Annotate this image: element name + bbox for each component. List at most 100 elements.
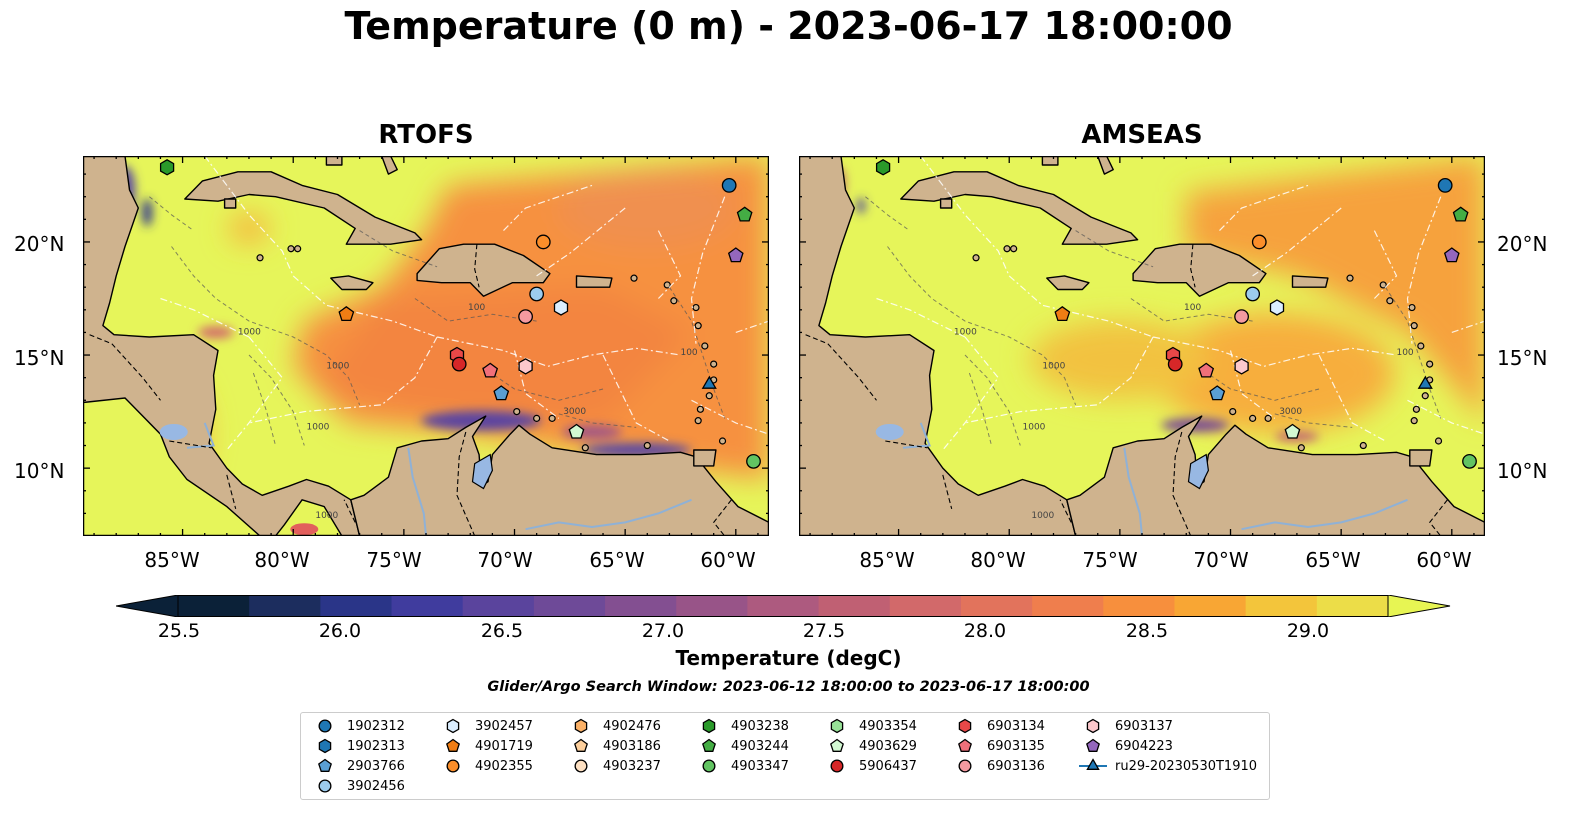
contour-label: 1000 (1031, 511, 1054, 521)
legend-label: 4903237 (603, 758, 661, 774)
eez-boundary (920, 156, 1010, 277)
eez-boundary (1152, 336, 1397, 368)
legend-label: 6903137 (1115, 718, 1173, 734)
eez-boundary (1008, 275, 1154, 338)
legend-label: ru29-20230530T1910 (1115, 758, 1258, 774)
marker-6903137 (518, 358, 533, 375)
colorbar-tick: 27.0 (641, 620, 685, 642)
marker-6903136 (518, 309, 533, 324)
legend-item-6903136: 6903136 (951, 756, 1045, 776)
legend-label: 5906437 (859, 758, 917, 774)
marker-2903766 (1209, 385, 1226, 401)
land-puertoRico (575, 275, 613, 288)
country-border (456, 431, 476, 536)
bathymetry-contour (359, 230, 438, 268)
colorbar-bin (889, 595, 962, 617)
legend-item-2903766: 2903766 (311, 756, 405, 776)
bathymetry-contour (558, 413, 637, 428)
bathymetry-contour (968, 372, 992, 446)
marker-4903347 (1462, 453, 1477, 469)
contour-label: 100 (1396, 348, 1413, 358)
legend-marker (318, 719, 332, 733)
marker-3902457 (553, 299, 569, 316)
legend: 1902312 1902313 2903766 3902456 3902457 49017… (300, 712, 1270, 800)
legend-item-4903237: 4903237 (567, 756, 661, 776)
contour-label: 1000 (315, 511, 338, 521)
legend-item-6903134: 6903134 (951, 716, 1045, 736)
country-border (1428, 499, 1448, 536)
contour-label: 1000 (238, 328, 261, 338)
legend-marker-icon (446, 759, 460, 773)
legend-item-4903238: 4903238 (695, 716, 789, 736)
legend-label: 4903354 (859, 718, 917, 734)
marker-2903766 (493, 385, 510, 401)
legend-item-6904223: 6904223 (1079, 736, 1173, 756)
marker-4902355 (1251, 234, 1267, 250)
bathymetry-contour (1274, 413, 1353, 428)
legend-marker-icon (958, 738, 972, 752)
eez-boundary (964, 336, 1154, 424)
marker-6903135 (1198, 362, 1215, 378)
land-hispaniola (416, 243, 551, 297)
legend-marker-icon (318, 719, 332, 733)
bathymetry-contour (865, 196, 910, 232)
temperature-field (1029, 156, 1485, 434)
lake-maracaibo (471, 453, 494, 490)
country-border (885, 440, 928, 449)
land-jamaica (1046, 275, 1090, 291)
legend-marker (702, 718, 716, 734)
eez-boundary (292, 275, 438, 338)
river (407, 447, 427, 536)
marker-ru29-20230530T1910 (1417, 375, 1433, 389)
lat-label-20n-right: 20°N (1497, 232, 1548, 256)
marker-6903136 (1234, 309, 1249, 324)
legend-marker (958, 718, 972, 734)
eez-boundary (1407, 399, 1485, 435)
legend-marker (318, 758, 332, 772)
legend-marker (574, 759, 588, 773)
eez-boundary (690, 196, 726, 344)
contour-label: 1000 (1023, 423, 1046, 433)
legend-marker (1086, 758, 1100, 770)
legend-marker-icon (958, 759, 972, 773)
lon-label-60w-amseas: 60°W (1416, 548, 1472, 572)
country-border (89, 334, 161, 401)
colorbar-tick: 27.5 (802, 620, 846, 642)
lon-label-80w-amseas: 80°W (970, 548, 1026, 572)
marker-5906437 (451, 356, 467, 372)
country-border (805, 334, 877, 401)
eez-boundary (1318, 354, 1386, 442)
lat-label-10n-right: 10°N (1497, 459, 1548, 483)
colorbar-bin (462, 595, 535, 617)
legend-marker (958, 738, 972, 752)
land (799, 156, 1485, 536)
legend-marker (702, 738, 716, 752)
legend-marker-icon (318, 758, 332, 772)
legend-label: 2903766 (347, 758, 405, 774)
panel-title-amseas: AMSEAS (1081, 120, 1203, 150)
lon-label-75w-amseas: 75°W (1082, 548, 1138, 572)
land-trinidad (693, 449, 717, 467)
lat-label-10n-left: 10°N (14, 459, 65, 483)
colorbar-bin (1103, 595, 1175, 617)
legend-marker-icon (830, 738, 844, 752)
legend-marker (830, 718, 844, 734)
colorbar-bin (960, 595, 1033, 617)
legend-item-3902456: 3902456 (311, 776, 405, 796)
eez-boundary (436, 336, 681, 368)
land-bahama2 (1097, 156, 1114, 175)
bathymetry-contour (1075, 230, 1154, 268)
country-border (226, 474, 237, 510)
eez-boundary (1252, 207, 1342, 277)
eez-boundary (248, 336, 438, 424)
colorbar-tick: 29.0 (1286, 620, 1330, 642)
legend-item-4901719: 4901719 (439, 736, 533, 756)
legend-marker (318, 779, 332, 793)
colorbar-bin (605, 595, 677, 617)
legend-label: 6904223 (1115, 738, 1173, 754)
legend-label: 4903347 (731, 758, 789, 774)
land-isleOfYouth (939, 198, 953, 209)
eez-boundary (735, 320, 769, 333)
lake-maracaibo (1187, 453, 1210, 490)
rtofs-map: 1000 1000 1000 1000 3000 100 100 (83, 156, 769, 536)
